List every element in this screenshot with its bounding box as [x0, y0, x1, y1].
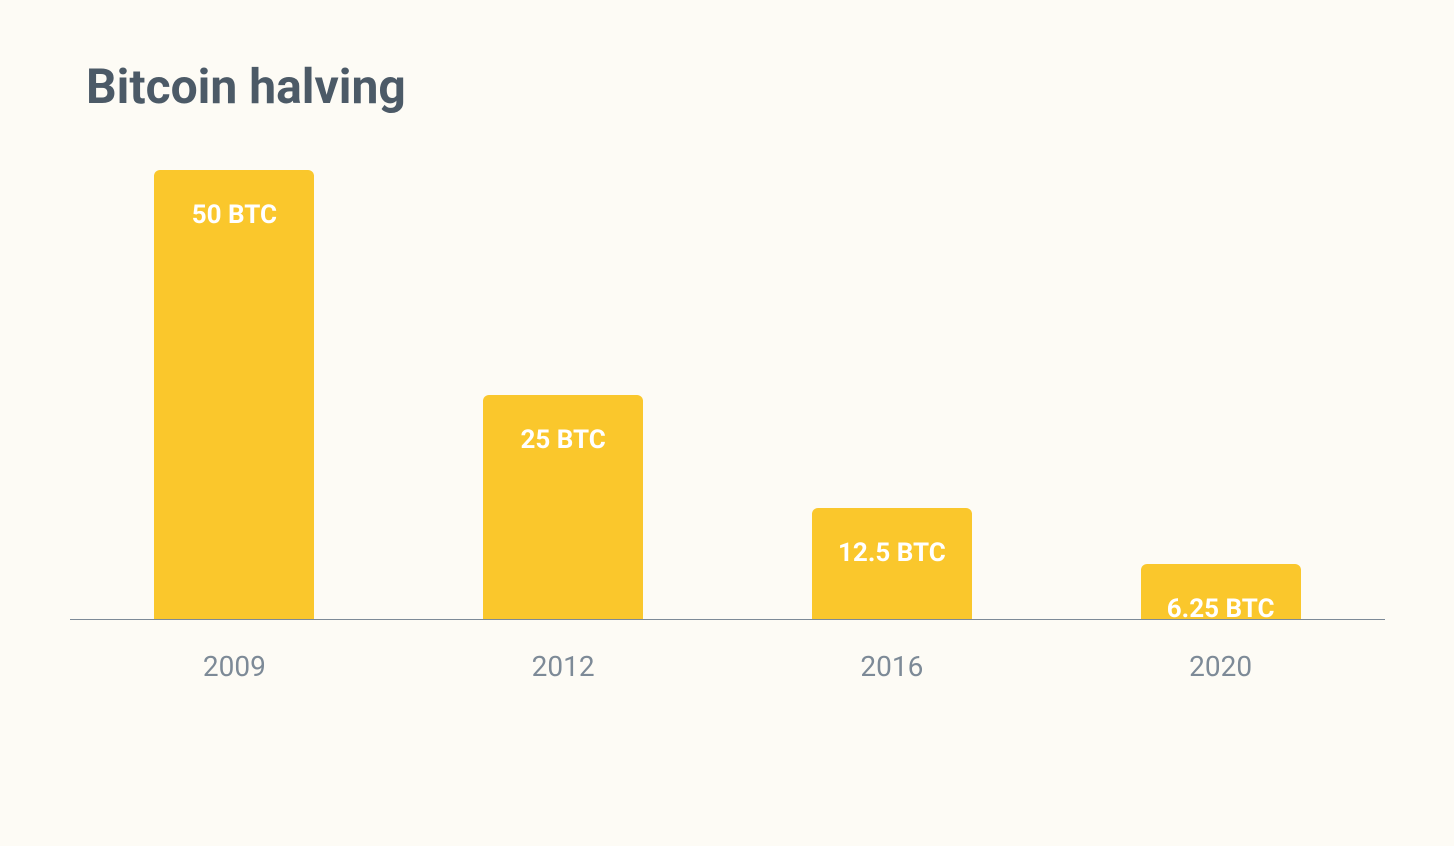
bar-slot: 12.5 BTC [728, 170, 1057, 620]
bar-slot: 6.25 BTC [1056, 170, 1385, 620]
bar-value-label: 12.5 BTC [838, 538, 946, 568]
bar: 12.5 BTC [812, 508, 972, 621]
bar: 25 BTC [483, 395, 643, 620]
plot-area: 50 BTC 25 BTC 12.5 BTC 6.25 BTC [70, 170, 1385, 620]
x-axis-line [70, 619, 1385, 620]
bar-slot: 25 BTC [399, 170, 728, 620]
bar-value-label: 50 BTC [192, 200, 277, 230]
bar-slot: 50 BTC [70, 170, 399, 620]
x-axis-label: 2009 [70, 650, 399, 683]
bar-value-label: 25 BTC [520, 425, 605, 455]
bar: 50 BTC [154, 170, 314, 620]
bar: 6.25 BTC [1141, 564, 1301, 620]
x-axis-label: 2012 [399, 650, 728, 683]
bars-container: 50 BTC 25 BTC 12.5 BTC 6.25 BTC [70, 170, 1385, 620]
x-axis-label: 2016 [728, 650, 1057, 683]
chart-title: Bitcoin halving [86, 58, 406, 115]
x-axis-label: 2020 [1056, 650, 1385, 683]
x-axis-labels: 2009201220162020 [70, 650, 1385, 683]
